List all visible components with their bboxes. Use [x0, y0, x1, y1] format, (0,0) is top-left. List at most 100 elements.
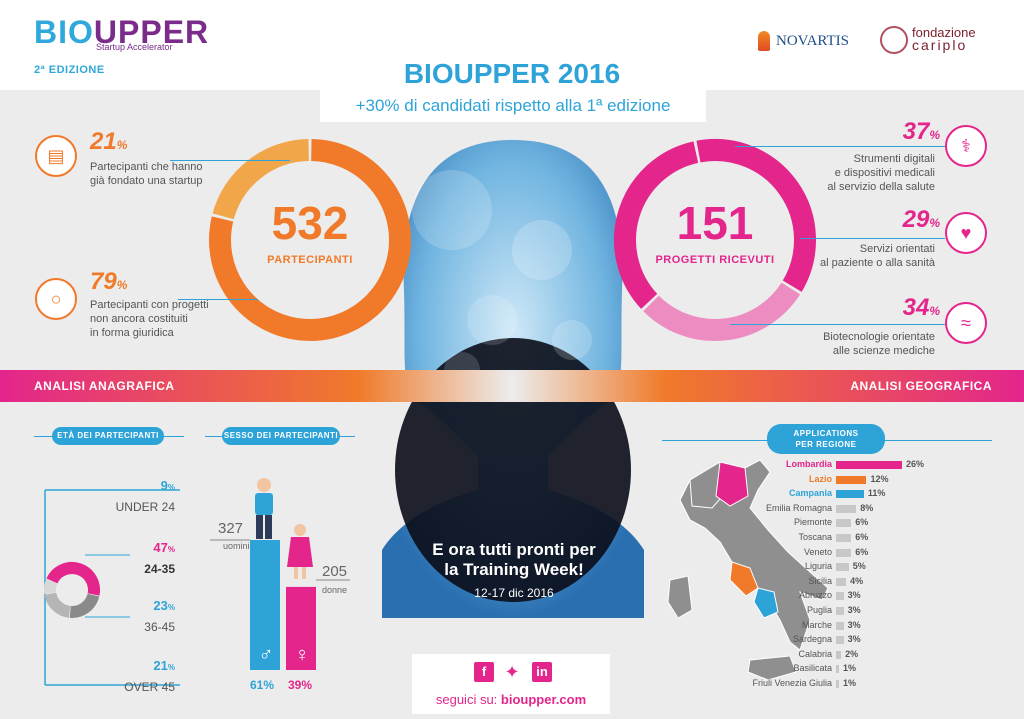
- age-seg-24-35: [46, 562, 100, 596]
- stethoscope-icon: ⚕: [945, 125, 987, 167]
- ring-segment-founded: [212, 139, 310, 220]
- age-24-35-pct: 47%: [110, 540, 175, 555]
- region-name: Marche: [801, 619, 832, 630]
- region-name: Toscana: [798, 532, 832, 542]
- age-36-45-pct: 23%: [110, 598, 175, 613]
- age-pct-unit: %: [167, 483, 175, 492]
- age-under24-label: UNDER 24: [115, 500, 175, 514]
- dna-icon: ≈: [945, 302, 987, 344]
- age-pct-unit: %: [167, 545, 175, 554]
- stat-services-pct: 29%: [895, 206, 940, 234]
- lazio-region: [729, 561, 759, 597]
- region-bar: [836, 519, 852, 528]
- stat-biotech-unit: %: [929, 304, 940, 318]
- document-icon: ▤: [35, 135, 77, 177]
- training-line2: la Training Week!: [444, 560, 584, 579]
- logo-bio: BIO: [34, 14, 94, 50]
- desc-line: al paziente o alla sanità: [820, 257, 935, 269]
- region-value: 2%: [845, 648, 859, 659]
- page-subtitle: +30% di candidati rispetto alla 1ª edizi…: [355, 96, 671, 115]
- edition-label: 2ª EDIZIONE: [34, 64, 105, 76]
- novartis-flame-icon: [758, 31, 770, 51]
- desc-line: già fondato una startup: [90, 175, 203, 187]
- social-box: [412, 654, 610, 714]
- section-geografica: ANALISI GEOGRAFICA: [850, 379, 992, 393]
- italy-map: [667, 459, 829, 681]
- region-value: 8%: [860, 502, 874, 513]
- lombardia-region: [715, 461, 749, 507]
- region-row: Emilia Romagna 8%: [740, 503, 1020, 516]
- twitter-icon[interactable]: ✦: [504, 662, 520, 682]
- linkedin-icon[interactable]: in: [532, 662, 552, 682]
- desc-line: e dispositivi medicali: [834, 167, 935, 179]
- female-bar: [286, 586, 316, 670]
- ring-segment-digital: [696, 139, 816, 292]
- region-bar: [836, 475, 867, 484]
- male-head: [257, 478, 271, 492]
- region-name: Veneto: [803, 546, 832, 557]
- region-title-line2: PER REGIONE: [795, 440, 857, 449]
- region-bar: [836, 504, 857, 513]
- region-bar: [836, 577, 847, 586]
- ring-segment-biotech: [614, 141, 699, 309]
- age-pct-value: 9: [160, 478, 168, 493]
- region-name: Sicilia: [808, 575, 832, 586]
- age-pct-value: 47: [153, 540, 168, 555]
- connector-line: [735, 146, 945, 147]
- desc-line: Servizi orientati: [859, 243, 935, 255]
- facebook-icon[interactable]: f: [474, 662, 494, 682]
- header-bar: [0, 0, 1024, 90]
- region-value: 6%: [855, 546, 869, 557]
- age-24-35-label: 24-35: [144, 562, 175, 576]
- region-bar: [836, 636, 844, 645]
- region-name: Campania: [788, 488, 832, 499]
- region-name: Calabria: [798, 648, 832, 659]
- stat-founded-pct: 21%: [90, 128, 127, 156]
- stat-founded-desc: Partecipanti che hanno già fondato una s…: [90, 160, 203, 188]
- male-symbol-icon: ♂: [258, 644, 274, 666]
- region-value: 12%: [870, 473, 889, 484]
- desc-line: non ancora costituiti: [90, 313, 188, 325]
- stat-digital-value: 37: [902, 118, 930, 145]
- connector-line: [800, 238, 945, 239]
- region-row: Abruzzo 3%: [740, 590, 1020, 603]
- participants-count: 532: [271, 197, 349, 249]
- projects-count: 151: [676, 197, 754, 249]
- region-value: 3%: [847, 605, 861, 615]
- sicilia-region: [747, 655, 797, 681]
- page-title: BIOUPPER 2016: [403, 58, 621, 89]
- website-link[interactable]: bioupper.com: [500, 692, 587, 707]
- region-row: Veneto 6%: [740, 547, 1020, 560]
- age-over45-label: OVER 45: [124, 680, 175, 694]
- region-value: 3%: [847, 590, 861, 601]
- age-36-45-label: 36-45: [144, 620, 175, 634]
- connector-line: [170, 160, 290, 161]
- ring-segment-services: [643, 282, 801, 341]
- male-pct: 61%: [250, 678, 275, 692]
- region-value: 1%: [843, 663, 857, 674]
- participants-label: PARTECIPANTI: [267, 254, 353, 266]
- female-count: 205: [322, 563, 348, 580]
- stat-projects-desc: Partecipanti con progetti non ancora cos…: [90, 298, 209, 340]
- region-row: Sardegna 3%: [740, 634, 1020, 647]
- region-row: Marche 3%: [740, 620, 1020, 633]
- cariplo-logo: fondazione cariplo: [912, 26, 976, 52]
- region-bar: [836, 490, 864, 499]
- training-line1: E ora tutti pronti per: [432, 540, 596, 559]
- region-bar: [836, 592, 844, 601]
- region-bar: [836, 680, 839, 688]
- region-value: 5%: [852, 561, 866, 572]
- novartis-logo: NOVARTIS: [776, 33, 850, 49]
- region-bar: [836, 563, 849, 572]
- region-bar: [836, 665, 839, 674]
- region-name: Abruzzo: [798, 590, 832, 601]
- region-name: Lombardia: [785, 459, 832, 469]
- stat-projects-value: 79: [90, 268, 117, 295]
- female-body: [287, 537, 313, 567]
- desc-line: Partecipanti che hanno: [90, 161, 203, 173]
- male-leg: [265, 515, 272, 539]
- connector-line: [178, 299, 258, 300]
- desc-line: Biotecnologie orientate: [823, 331, 935, 343]
- age-seg-over45: [44, 592, 71, 618]
- region-value: 1%: [843, 678, 857, 688]
